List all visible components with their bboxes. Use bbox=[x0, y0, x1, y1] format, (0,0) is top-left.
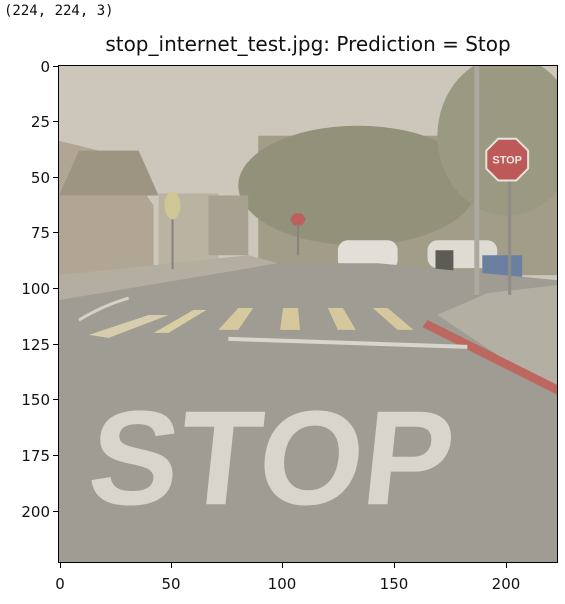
y-tick-label: 75 bbox=[30, 224, 50, 242]
x-tick-label: 0 bbox=[55, 575, 65, 593]
figure-title: stop_internet_test.jpg: Prediction = Sto… bbox=[105, 32, 511, 56]
white-car bbox=[337, 240, 398, 271]
sidewalk-left bbox=[59, 255, 279, 301]
cell-output-shape: (224, 224, 3) bbox=[4, 3, 114, 19]
crosswalk-stripe bbox=[280, 308, 301, 330]
road bbox=[59, 263, 557, 562]
y-tickmark bbox=[53, 399, 58, 400]
y-tick-label: 100 bbox=[21, 280, 50, 298]
x-tick-label: 50 bbox=[161, 575, 181, 593]
x-tickmark bbox=[60, 563, 61, 568]
street-photo: STOP STOP bbox=[59, 66, 557, 562]
y-tick-label: 200 bbox=[21, 503, 50, 521]
crosswalk-stripe bbox=[153, 310, 207, 333]
utility-pole bbox=[474, 66, 480, 296]
red-curb bbox=[422, 319, 557, 395]
crosswalk-stripe bbox=[218, 308, 254, 330]
yellow-sign bbox=[164, 191, 181, 220]
crosswalk-stripe bbox=[327, 308, 356, 330]
y-tick-label: 25 bbox=[30, 113, 50, 131]
y-tickmark bbox=[53, 511, 58, 512]
y-tick-label: 50 bbox=[30, 169, 50, 187]
far-stop-sign bbox=[290, 213, 307, 226]
building-2 bbox=[208, 195, 249, 256]
y-tick-label: 150 bbox=[21, 391, 50, 409]
sign-pole bbox=[508, 165, 512, 296]
y-tickmark bbox=[53, 177, 58, 178]
stop-sign bbox=[485, 137, 530, 182]
x-tickmark bbox=[282, 563, 283, 568]
yellow-sign-pole bbox=[171, 219, 174, 270]
far-sign-pole bbox=[297, 225, 300, 256]
x-tick-label: 100 bbox=[267, 575, 297, 593]
y-tick-label: 125 bbox=[21, 336, 50, 354]
stop-sign-text: STOP bbox=[492, 155, 522, 167]
y-tick-label: 0 bbox=[40, 58, 50, 76]
lane-line bbox=[78, 296, 130, 322]
x-tick-label: 150 bbox=[379, 575, 409, 593]
haze-overlay bbox=[59, 66, 557, 562]
image-axes: STOP STOP bbox=[58, 65, 558, 563]
y-tickmark bbox=[53, 455, 58, 456]
stop-line bbox=[228, 336, 468, 349]
y-tickmark bbox=[53, 344, 58, 345]
crosswalk-stripe bbox=[88, 314, 169, 338]
x-tick-label: 200 bbox=[491, 575, 521, 593]
x-tickmark bbox=[171, 563, 172, 568]
road-stop-marking: STOP bbox=[82, 383, 461, 534]
y-tick-label: 175 bbox=[21, 447, 50, 465]
y-tickmark bbox=[53, 232, 58, 233]
y-tickmark bbox=[53, 288, 58, 289]
x-tickmark bbox=[394, 563, 395, 568]
x-tickmark bbox=[506, 563, 507, 568]
crosswalk-stripe bbox=[372, 308, 414, 330]
y-tickmark bbox=[53, 121, 58, 122]
y-tickmark bbox=[53, 66, 58, 67]
sidewalk-right bbox=[437, 285, 557, 395]
house-roof bbox=[59, 150, 159, 196]
